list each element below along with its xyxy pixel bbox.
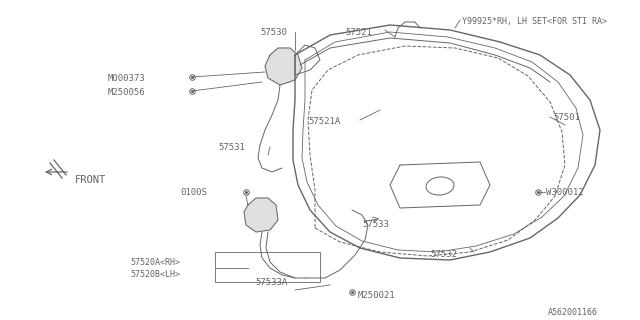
Text: M250056: M250056	[108, 88, 146, 97]
Text: 57532: 57532	[430, 250, 457, 259]
Text: M250021: M250021	[358, 291, 396, 300]
Text: 57531: 57531	[218, 143, 245, 152]
Text: 57521A: 57521A	[308, 117, 340, 126]
Polygon shape	[244, 198, 278, 232]
Text: 57530: 57530	[260, 28, 287, 37]
Text: 57520A<RH>: 57520A<RH>	[130, 258, 180, 267]
Text: FRONT: FRONT	[75, 175, 106, 185]
Text: 57533: 57533	[362, 220, 389, 229]
Text: M000373: M000373	[108, 74, 146, 83]
Text: Y99925*RH, LH SET<FOR STI RA>: Y99925*RH, LH SET<FOR STI RA>	[462, 17, 607, 26]
Text: W300012: W300012	[546, 188, 584, 197]
Text: A562001166: A562001166	[548, 308, 598, 317]
Text: 57501: 57501	[553, 113, 580, 122]
Text: 0100S: 0100S	[180, 188, 207, 197]
Polygon shape	[265, 48, 302, 85]
Text: 57520B<LH>: 57520B<LH>	[130, 270, 180, 279]
Text: 57533A: 57533A	[255, 278, 287, 287]
Bar	[215, 252, 320, 282]
Text: 57521: 57521	[345, 28, 372, 37]
